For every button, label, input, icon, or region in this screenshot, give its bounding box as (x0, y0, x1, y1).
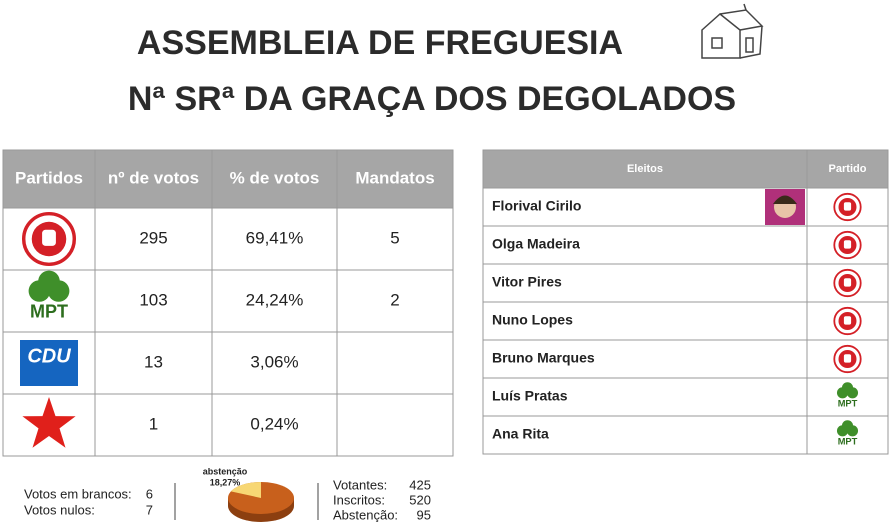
stat-value: 6 (146, 486, 153, 501)
stat-value: 425 (409, 477, 431, 492)
table-border (2, 149, 454, 457)
mpt-leaf (841, 420, 854, 432)
house-icon (701, 3, 764, 59)
mpt-leaf (841, 382, 854, 394)
column-header: Partido (829, 163, 867, 175)
eleito-name: Ana Rita (492, 426, 549, 442)
stat-label: Votantes: (333, 477, 387, 492)
eleito-name: Vitor Pires (492, 274, 562, 290)
eleito-name: Bruno Marques (492, 350, 595, 366)
stat-label: Inscritos: (333, 492, 385, 507)
cell-mandatos: 5 (390, 228, 399, 247)
title-line: ASSEMBLEIA DE FREGUESIA (137, 24, 623, 62)
stat-value: 95 (417, 507, 431, 522)
ps-logo-fist (42, 229, 56, 246)
cell-votos: 1 (149, 414, 158, 433)
pie-slice (230, 482, 261, 498)
table-header (483, 150, 888, 188)
eleito-name: Nuno Lopes (492, 312, 573, 328)
column-header: nº de votos (108, 168, 199, 187)
mpt-logo-text: MPT (838, 436, 858, 446)
title-line: Nª SRª DA GRAÇA DOS DEGOLADOS (128, 80, 736, 118)
column-header: Mandatos (355, 168, 434, 187)
cdu-logo-text: CDU (27, 345, 71, 367)
eleito-name: Luís Pratas (492, 388, 568, 404)
cell-mandatos: 2 (390, 290, 399, 309)
cell-votos: 295 (139, 228, 167, 247)
ps-logo-fist (843, 202, 852, 211)
be-logo (22, 397, 76, 448)
ps-logo-fist (843, 316, 852, 325)
cell-percent: 24,24% (246, 290, 304, 309)
pie-value-label: 18,27% (210, 477, 241, 487)
cell-percent: 0,24% (250, 414, 298, 433)
ps-logo-fist (843, 240, 852, 249)
stat-label: Votos em brancos: (24, 486, 132, 501)
table-header (3, 150, 453, 208)
stat-label: Votos nulos: (24, 502, 95, 517)
column-header: Eleitos (627, 163, 663, 175)
stat-value: 520 (409, 492, 431, 507)
pie-label: abstenção (203, 466, 248, 476)
column-header: % de votos (230, 168, 320, 187)
photo-hair (773, 195, 797, 204)
cdu-logo (20, 340, 78, 386)
stat-value: 7 (146, 502, 153, 517)
stat-label: Abstenção: (333, 507, 398, 522)
cell-percent: 69,41% (246, 228, 304, 247)
cell-percent: 3,06% (250, 352, 298, 371)
column-header: Partidos (15, 168, 83, 187)
ps-logo-fist (843, 354, 852, 363)
mpt-logo-text: MPT (838, 398, 858, 408)
mpt-leaf (38, 270, 60, 293)
eleito-name: Florival Cirilo (492, 198, 581, 214)
mpt-logo-text: MPT (30, 301, 68, 321)
cell-votos: 13 (144, 352, 163, 371)
cell-votos: 103 (139, 290, 167, 309)
ps-logo-fist (843, 278, 852, 287)
eleito-name: Olga Madeira (492, 236, 580, 252)
